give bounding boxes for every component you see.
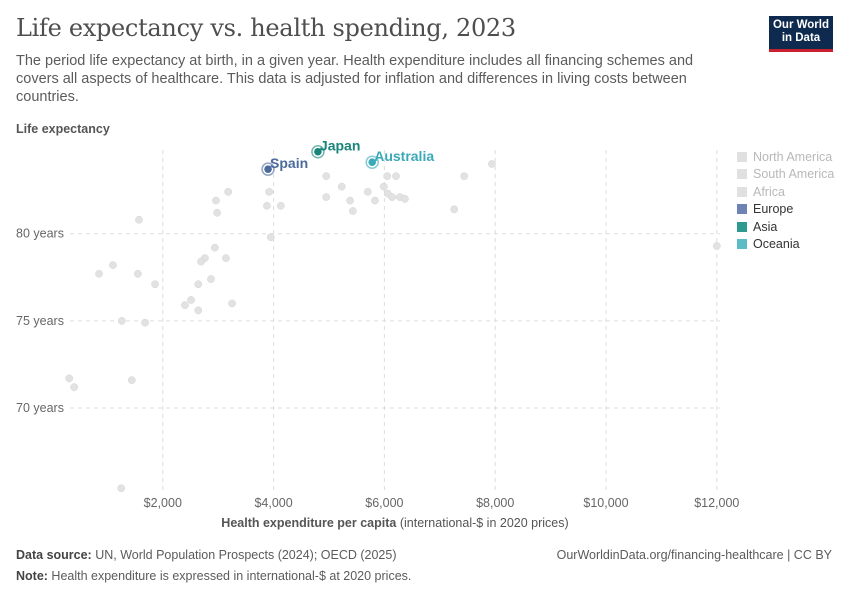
- data-point: [141, 318, 149, 327]
- data-point: [322, 193, 331, 201]
- x-axis-label-main: Health expenditure per capita: [221, 516, 397, 530]
- data-point: [194, 306, 203, 315]
- data-point: [460, 172, 469, 181]
- legend-swatch: [737, 221, 747, 232]
- data-point: [212, 196, 220, 205]
- x-tick-label: $8,000: [476, 496, 514, 510]
- legend-label: Africa: [753, 184, 785, 199]
- note: Note: Health expenditure is expressed in…: [16, 569, 411, 583]
- legend-item[interactable]: Africa: [737, 183, 834, 201]
- data-point: [187, 296, 195, 304]
- y-tick-label: 75 years: [16, 314, 64, 328]
- legend: North America South America Africa Europe As…: [737, 148, 834, 253]
- source-url[interactable]: OurWorldinData.org/financing-healthcare …: [556, 548, 832, 562]
- data-point: [450, 205, 459, 214]
- data-point: [127, 376, 136, 385]
- data-point: [194, 280, 203, 289]
- data-point: [109, 261, 117, 269]
- data-point: [222, 254, 230, 262]
- data-point: [276, 201, 285, 210]
- x-tick-label: $10,000: [583, 496, 628, 510]
- data-point: [151, 280, 159, 289]
- data-point: [181, 301, 189, 310]
- point-label-spain: Spain: [270, 155, 308, 171]
- data-point: [117, 484, 126, 493]
- legend-item[interactable]: Europe: [737, 201, 834, 219]
- owid-logo[interactable]: Our World in Data: [769, 16, 833, 52]
- data-point: [348, 207, 357, 215]
- data-point: [488, 160, 496, 168]
- chart-title: Life expectancy vs. health spending, 202…: [16, 14, 516, 42]
- legend-label: South America: [753, 167, 835, 182]
- data-point: [337, 182, 346, 191]
- y-axis-label: Life expectancy: [16, 122, 110, 136]
- data-point: [207, 275, 215, 283]
- data-point: [211, 243, 219, 252]
- x-axis-label: Health expenditure per capita (internati…: [0, 516, 790, 530]
- data-point: [266, 233, 275, 242]
- legend-swatch: [737, 151, 747, 162]
- data-point: [388, 193, 397, 201]
- data-point: [228, 299, 236, 308]
- note-label: Note:: [16, 569, 48, 583]
- legend-item[interactable]: Oceania: [737, 236, 834, 254]
- chart-subtitle: The period life expectancy at birth, in …: [16, 53, 694, 105]
- x-tick-label: $2,000: [144, 496, 182, 510]
- legend-item[interactable]: South America: [737, 166, 834, 184]
- data-point: [117, 317, 126, 325]
- y-tick-label: 70 years: [16, 401, 64, 415]
- data-point: [213, 208, 221, 217]
- data-source: Data source: UN, World Population Prospe…: [16, 548, 397, 562]
- data-point: [134, 269, 142, 278]
- source-text: UN, World Population Prospects (2024); O…: [91, 548, 397, 562]
- data-point-halo: [311, 144, 325, 159]
- data-point: [265, 187, 274, 196]
- source-label: Data source:: [16, 548, 92, 562]
- note-text: Health expenditure is expressed in inter…: [47, 569, 412, 583]
- data-point: [371, 196, 379, 205]
- data-point-halo: [261, 162, 275, 176]
- data-point: [363, 187, 372, 196]
- x-axis-label-unit: (international-$ in 2020 prices): [396, 516, 569, 530]
- legend-swatch: [737, 169, 747, 180]
- data-point: [322, 172, 331, 181]
- point-label-australia: Australia: [374, 148, 434, 164]
- point-label-japan: Japan: [320, 138, 360, 154]
- legend-swatch: [737, 186, 747, 197]
- data-point-japan: [314, 147, 322, 156]
- legend-label: Oceania: [753, 237, 800, 252]
- x-tick-label: $4,000: [254, 496, 292, 510]
- data-point: [712, 242, 721, 250]
- data-point: [392, 172, 400, 181]
- legend-swatch: [737, 204, 747, 215]
- legend-item[interactable]: Asia: [737, 218, 834, 236]
- legend-swatch: [737, 239, 747, 250]
- data-point: [346, 196, 354, 205]
- data-point: [224, 187, 233, 196]
- data-point: [379, 182, 388, 191]
- data-point: [65, 374, 74, 383]
- legend-label: Europe: [753, 202, 794, 217]
- legend-label: North America: [753, 149, 833, 164]
- data-point-spain: [264, 165, 272, 173]
- data-point: [263, 201, 271, 210]
- data-point: [95, 269, 103, 278]
- data-point-australia: [368, 158, 377, 167]
- data-point: [383, 172, 392, 181]
- data-point: [70, 383, 79, 391]
- data-point: [135, 215, 143, 224]
- data-point: [401, 194, 409, 203]
- legend-item[interactable]: North America: [737, 148, 834, 166]
- y-tick-label: 80 years: [16, 227, 64, 241]
- data-point: [197, 257, 205, 266]
- data-point-halo: [365, 155, 379, 169]
- x-tick-label: $6,000: [365, 496, 403, 510]
- legend-label: Asia: [753, 219, 778, 234]
- x-tick-label: $12,000: [694, 496, 739, 510]
